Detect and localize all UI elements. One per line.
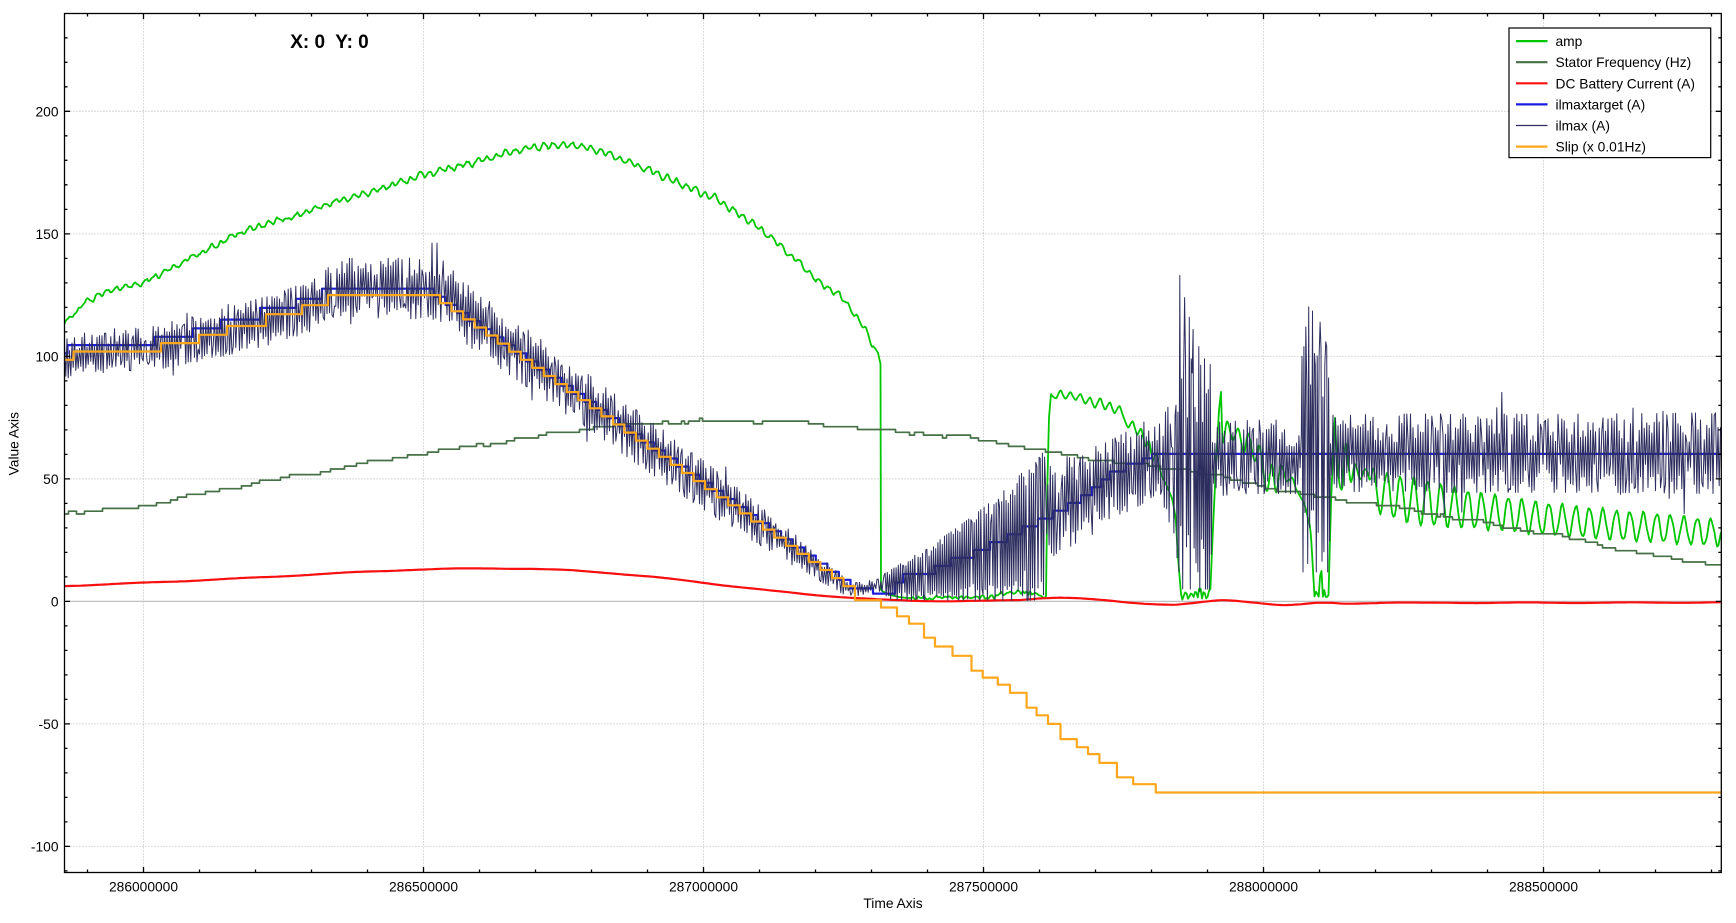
svg-text:X: 0 Y: 0: X: 0 Y: 0 [290,32,369,53]
svg-text:286500000: 286500000 [389,880,458,895]
svg-text:Stator Frequency (Hz): Stator Frequency (Hz) [1556,55,1692,70]
svg-text:-50: -50 [39,717,59,732]
svg-text:Slip (x 0.01Hz): Slip (x 0.01Hz) [1556,140,1646,155]
svg-text:50: 50 [43,472,59,487]
svg-text:286000000: 286000000 [109,880,178,895]
svg-text:288000000: 288000000 [1229,880,1298,895]
svg-text:150: 150 [35,227,58,242]
svg-text:Value Axis: Value Axis [6,412,21,476]
svg-text:ilmaxtarget (A): ilmaxtarget (A) [1556,97,1646,112]
svg-text:100: 100 [35,349,58,364]
svg-text:-100: -100 [31,839,59,854]
svg-text:DC Battery Current (A): DC Battery Current (A) [1556,76,1696,91]
svg-text:Time Axis: Time Axis [863,896,922,911]
svg-text:287500000: 287500000 [949,880,1018,895]
svg-text:0: 0 [51,594,59,609]
svg-text:287000000: 287000000 [669,880,738,895]
svg-text:ilmax (A): ilmax (A) [1556,119,1610,134]
svg-text:200: 200 [35,104,58,119]
svg-text:288500000: 288500000 [1509,880,1578,895]
svg-text:amp: amp [1556,34,1583,49]
